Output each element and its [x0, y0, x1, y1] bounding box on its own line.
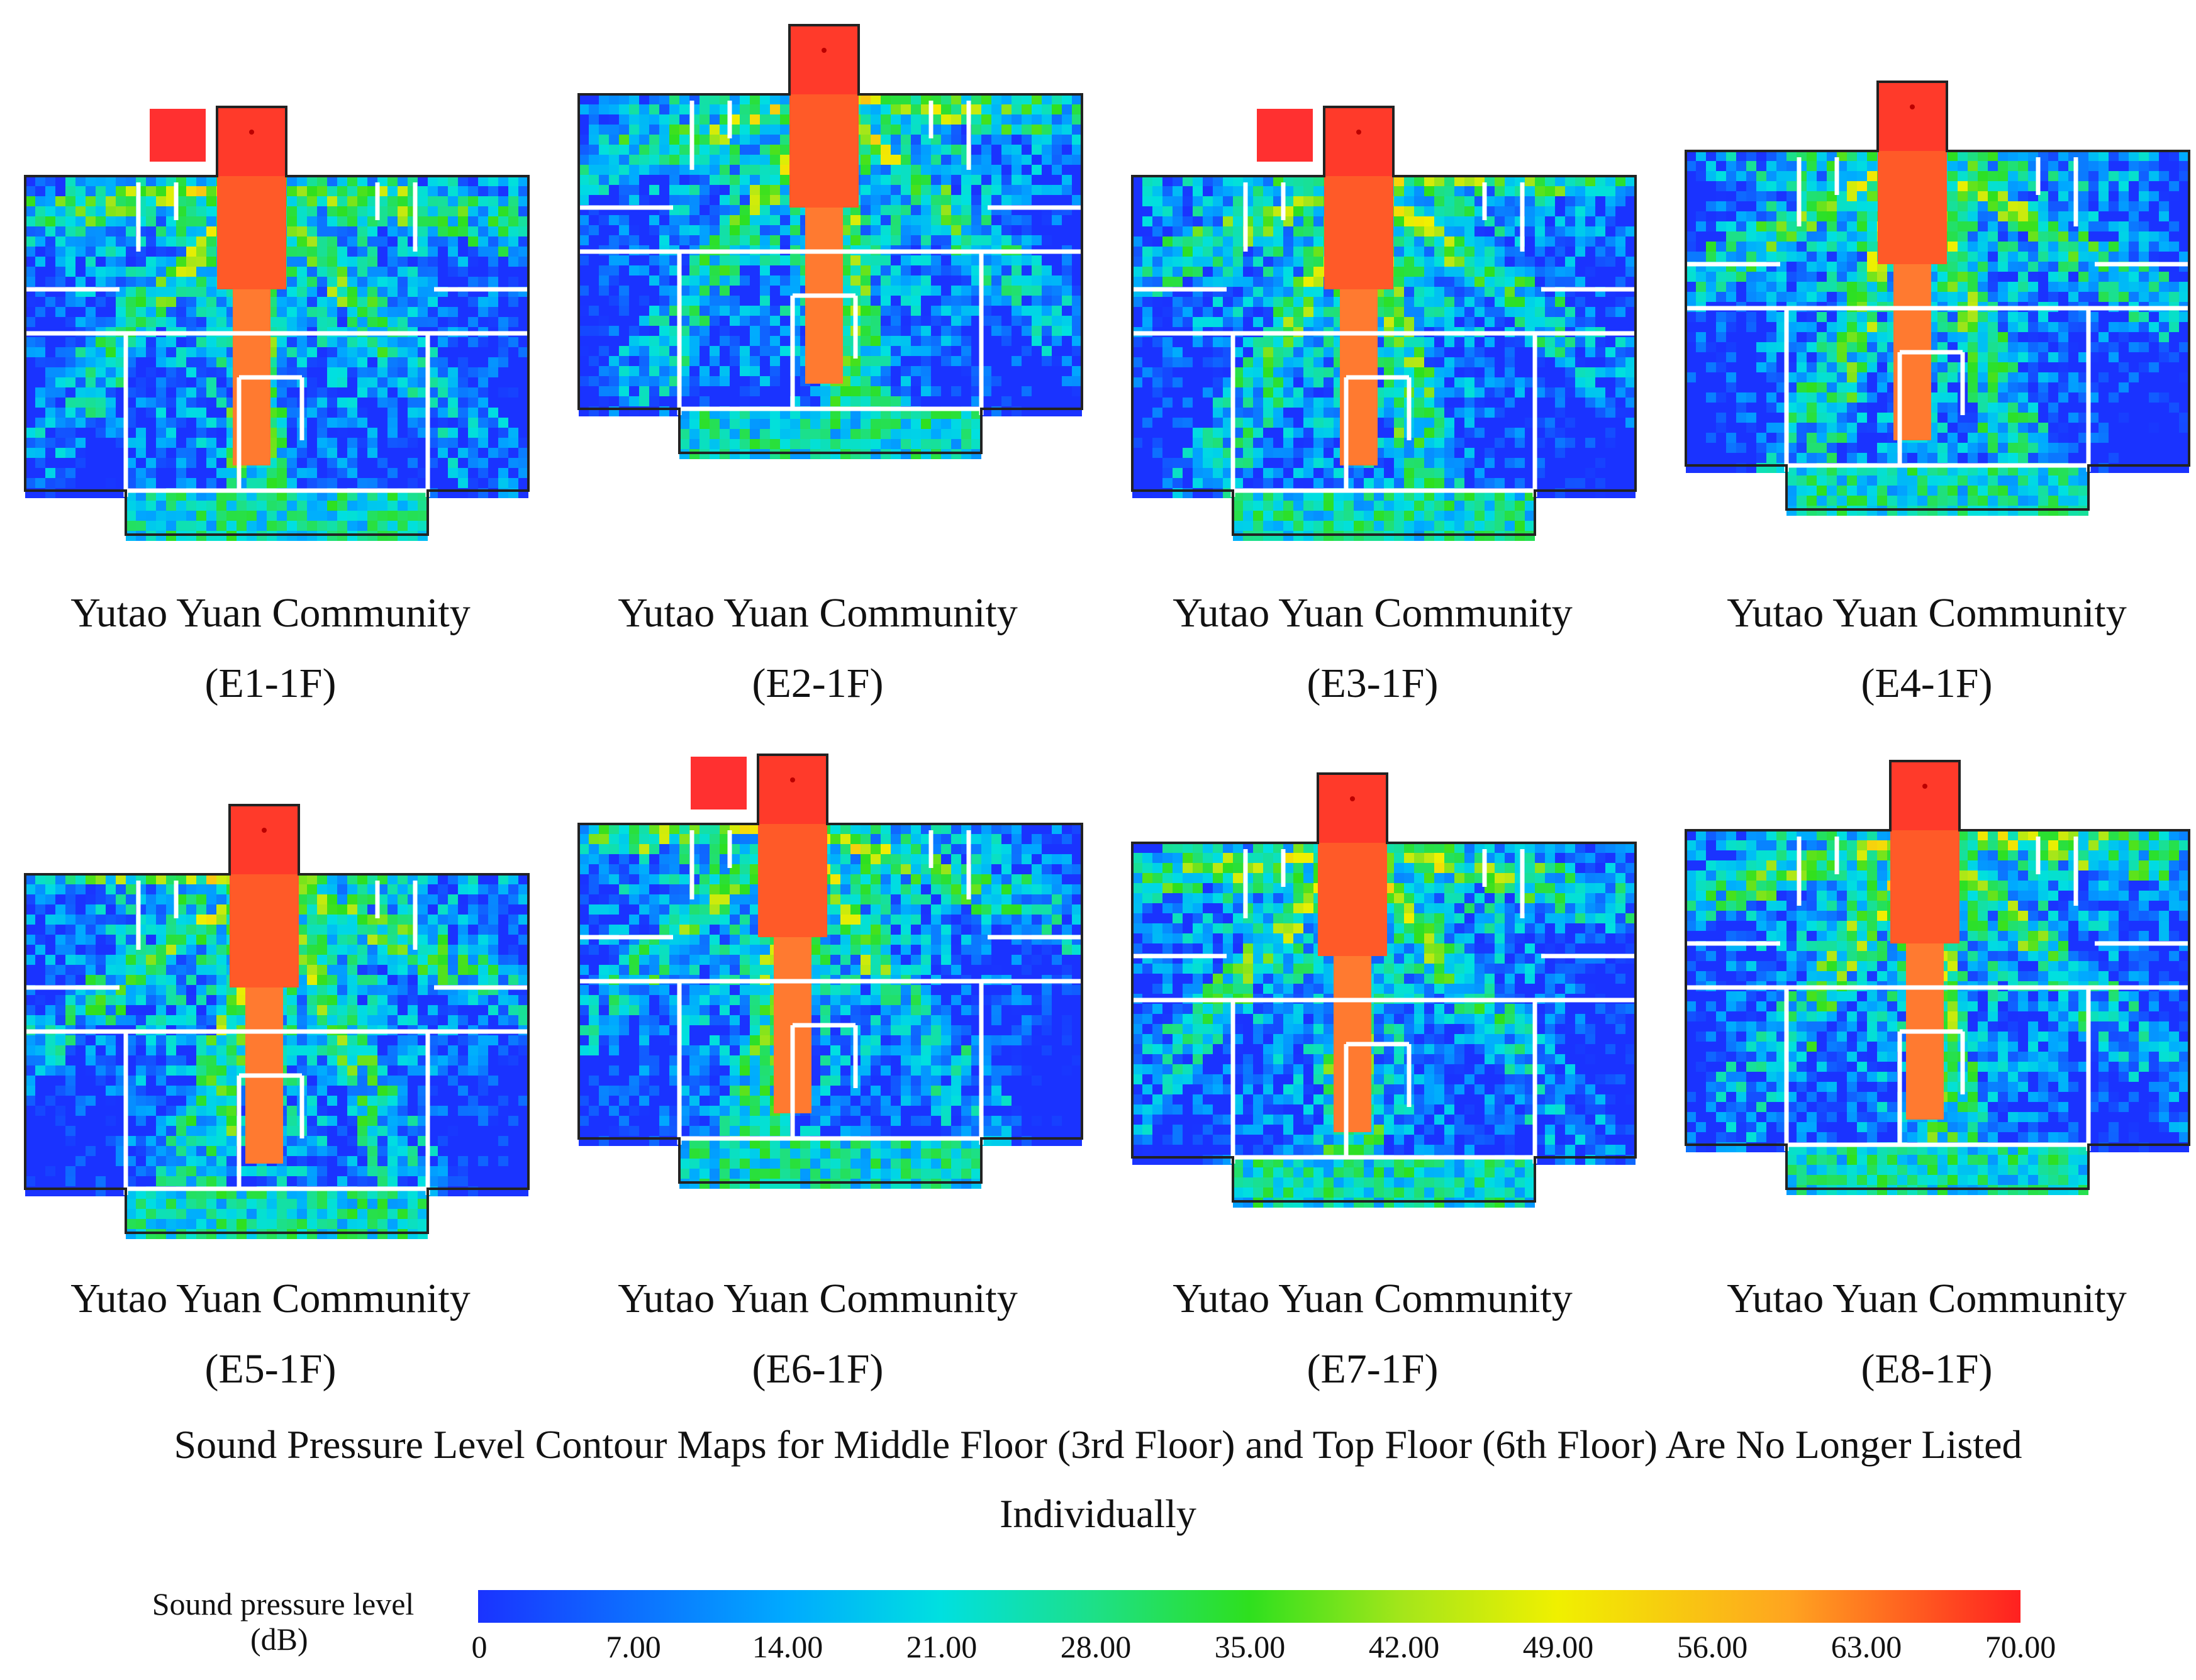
floor-plan-e3 — [1131, 105, 1637, 541]
caption-e3: Yutao Yuan Community (E3-1F) — [1102, 592, 1643, 706]
contour-cells — [1132, 176, 1636, 541]
caption-code: (E5-1F) — [204, 1346, 337, 1392]
caption-e4: Yutao Yuan Community (E4-1F) — [1656, 592, 2196, 706]
caption-title: Yutao Yuan Community — [1173, 590, 1573, 636]
caption-title: Yutao Yuan Community — [618, 1276, 1018, 1321]
legend-tick-label: 70.00 — [1985, 1629, 2056, 1664]
legend-tick-label: 35.00 — [1214, 1629, 1286, 1664]
contour-map-e1 — [13, 94, 554, 616]
legend-tick-label: 21.00 — [906, 1629, 978, 1664]
caption-code: (E3-1F) — [1307, 660, 1439, 706]
caption-title: Yutao Yuan Community — [1173, 1276, 1573, 1321]
legend-tick-label: 14.00 — [752, 1629, 823, 1664]
legend-tick-label: 28.00 — [1060, 1629, 1132, 1664]
legend-title: Sound pressure level (dB) — [94, 1586, 472, 1657]
contour-map-e3 — [1120, 94, 1661, 616]
contour-map-e6 — [566, 742, 1107, 1264]
floor-plan-e1 — [24, 105, 530, 541]
caption-title: Yutao Yuan Community — [1727, 590, 2127, 636]
note-line-2: Individually — [1000, 1491, 1196, 1536]
caption-e1: Yutao Yuan Community (E1-1F) — [0, 592, 541, 706]
contour-map-e7 — [1120, 761, 1661, 1283]
caption-title: Yutao Yuan Community — [1727, 1276, 2127, 1321]
caption-e7: Yutao Yuan Community (E7-1F) — [1102, 1278, 1643, 1391]
legend-title-line-2: (dB) — [250, 1622, 308, 1657]
caption-title: Yutao Yuan Community — [70, 1276, 471, 1321]
legend-tick-label: 7.00 — [606, 1629, 661, 1664]
caption-code: (E4-1F) — [1861, 660, 1993, 706]
contour-map-e4 — [1673, 69, 2196, 591]
caption-code: (E1-1F) — [204, 660, 337, 706]
floor-plan-e6 — [577, 753, 1083, 1189]
legend-color-bar — [478, 1590, 2020, 1623]
floor-plan-e7 — [1131, 772, 1637, 1208]
caption-title: Yutao Yuan Community — [70, 590, 471, 636]
floor-plan-e8 — [1685, 760, 2190, 1195]
caption-title: Yutao Yuan Community — [618, 590, 1018, 636]
legend-tick-label: 49.00 — [1522, 1629, 1594, 1664]
floor-plan-e4 — [1685, 81, 2190, 516]
legend-tick-label: 63.00 — [1831, 1629, 1902, 1664]
floor-plan-e5 — [24, 804, 530, 1239]
contour-map-e5 — [13, 793, 554, 1315]
caption-code: (E8-1F) — [1861, 1346, 1993, 1392]
note-line-1: Sound Pressure Level Contour Maps for Mi… — [174, 1422, 2022, 1467]
caption-code: (E6-1F) — [752, 1346, 884, 1392]
caption-e6: Yutao Yuan Community (E6-1F) — [547, 1278, 1088, 1391]
caption-e8: Yutao Yuan Community (E8-1F) — [1656, 1278, 2196, 1391]
floor-plan-e2 — [577, 24, 1083, 459]
legend-tick-label: 0 — [471, 1629, 488, 1664]
contour-cells — [579, 824, 1082, 1189]
caption-e2: Yutao Yuan Community (E2-1F) — [547, 592, 1088, 706]
contour-cells — [1686, 830, 2189, 1195]
contour-map-e8 — [1673, 748, 2196, 1271]
legend-tick-label: 56.00 — [1676, 1629, 1748, 1664]
caption-code: (E7-1F) — [1307, 1346, 1439, 1392]
caption-code: (E2-1F) — [752, 660, 884, 706]
contour-map-e2 — [566, 13, 1107, 535]
legend-title-line-1: Sound pressure level — [152, 1586, 415, 1622]
contour-cells — [1132, 843, 1636, 1208]
caption-e5: Yutao Yuan Community (E5-1F) — [0, 1278, 541, 1391]
legend-tick-label: 42.00 — [1368, 1629, 1440, 1664]
